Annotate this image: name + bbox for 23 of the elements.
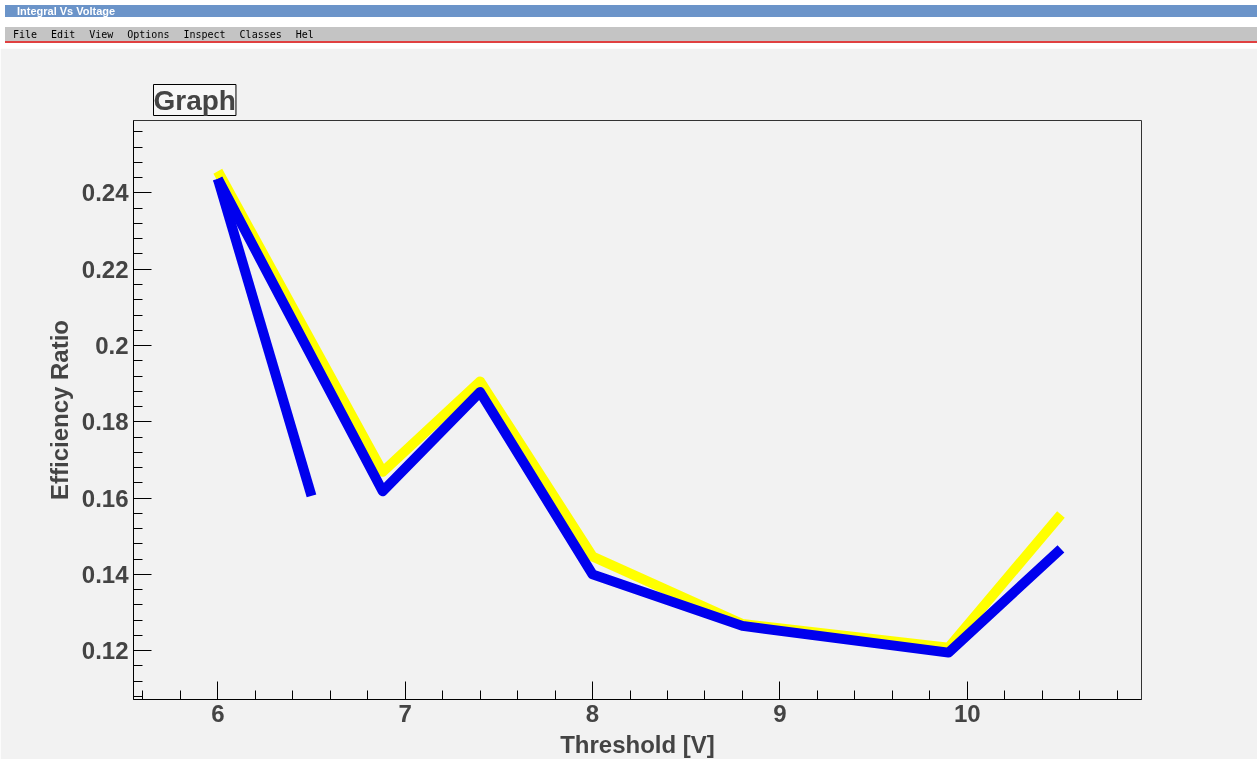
text: View: [89, 29, 114, 40]
y-tick-label: 0.18: [81, 408, 129, 436]
y-tick-label: 0.14: [81, 560, 130, 588]
x-tick-label: 8: [585, 699, 600, 727]
y-tick-label: 0.16: [81, 484, 129, 512]
chart-title: Graph: [153, 84, 236, 116]
text: Edit: [51, 29, 76, 40]
text: Inspect: [183, 29, 226, 40]
x-tick-label: 10: [953, 699, 981, 727]
x-tick-label: 9: [773, 699, 787, 727]
x-tick-label: 6: [211, 699, 225, 727]
y-tick-label: 0.24: [81, 179, 130, 207]
y-tick-label: 0.2: [95, 332, 129, 360]
text: Options: [127, 29, 170, 40]
x-axis-title: Threshold [V]: [560, 730, 715, 758]
text: Classes: [239, 29, 282, 40]
x-tick-label: 7: [398, 699, 412, 727]
text: File: [13, 29, 38, 40]
y-axis-title: Efficiency Ratio: [45, 319, 73, 501]
text: Hel: [295, 28, 314, 42]
y-tick-label: 0.22: [81, 255, 129, 283]
text: Integral Vs Voltage: [17, 5, 116, 17]
y-tick-label: 0.12: [81, 637, 129, 665]
